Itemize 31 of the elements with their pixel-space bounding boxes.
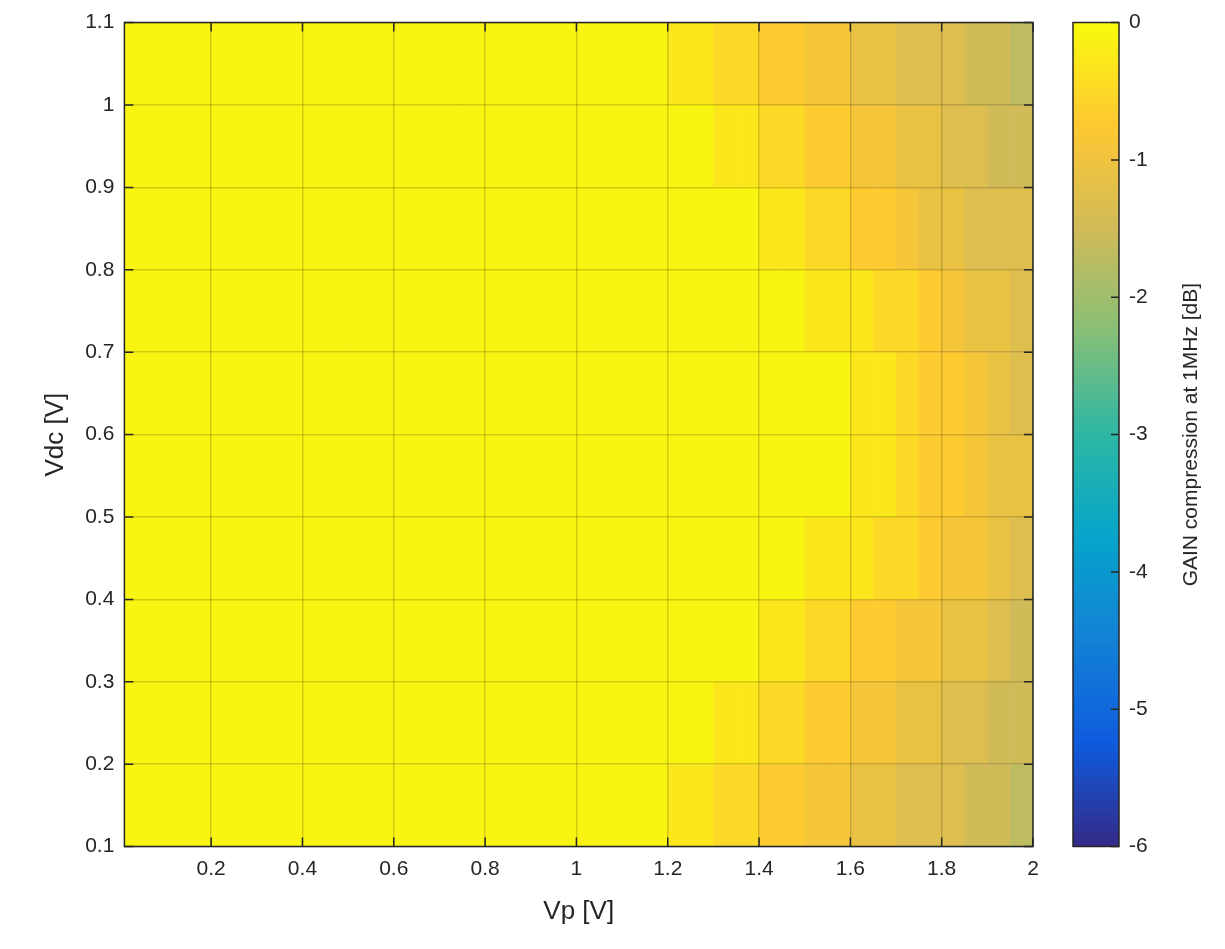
y-tick-label: 0.8	[85, 256, 115, 280]
y-tick-label: 0.4	[85, 586, 115, 610]
x-tick-label: 2	[1027, 856, 1039, 879]
x-tick-label: 0.2	[196, 856, 226, 879]
x-tick-label: 1.8	[927, 856, 957, 879]
x-tick-label: 1.2	[653, 856, 683, 879]
color-bar-label: 0	[1129, 9, 1141, 33]
y-tick-label: 0.2	[85, 751, 115, 774]
y-tick-label: 0.9	[85, 174, 115, 198]
color-bar-label: -4	[1129, 558, 1148, 582]
y-tick-label: 0.6	[85, 421, 115, 445]
y-axis-title: Vdc [V]	[38, 392, 69, 477]
y-tick-label: 0.3	[85, 668, 115, 692]
y-tick-label: 1.1	[85, 9, 115, 33]
y-tick-label: 0.7	[85, 339, 115, 362]
color-bar-label: -1	[1129, 146, 1148, 170]
color-bar-label: -5	[1129, 696, 1148, 720]
x-tick-label: 1.4	[744, 856, 774, 879]
color-bar-title: GAIN compression at 1MHz [dB]	[1177, 282, 1201, 587]
y-tick-label: 1	[102, 91, 115, 115]
x-tick-label: 0.6	[379, 856, 409, 879]
x-axis-title: Vp [V]	[543, 894, 615, 925]
x-tick-label: 0.8	[470, 856, 500, 879]
x-tick-label: 1	[570, 856, 583, 879]
x-tick-label: 0.4	[287, 856, 318, 879]
color-bar-label: -6	[1129, 833, 1148, 857]
y-tick-label: 0.1	[85, 833, 115, 857]
y-tick-label: 0.5	[85, 503, 115, 527]
x-tick-label: 1.6	[835, 856, 865, 879]
color-bar-label: -2	[1129, 284, 1148, 308]
color-bar-label: -3	[1129, 421, 1148, 445]
